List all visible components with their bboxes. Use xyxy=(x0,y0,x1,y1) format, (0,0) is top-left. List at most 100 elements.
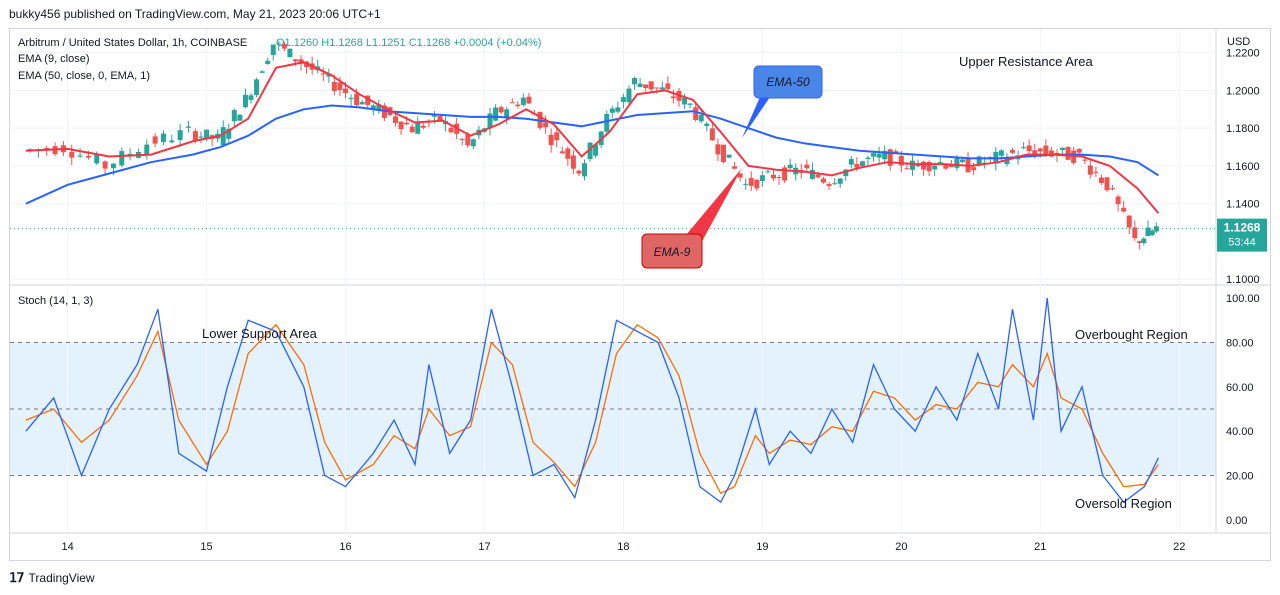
stoch-tick-label: 0.00 xyxy=(1226,515,1247,527)
footer[interactable]: 𝟣𝟩 TradingView xyxy=(9,570,95,586)
candle-body xyxy=(720,144,726,163)
candle-body xyxy=(1048,150,1054,157)
candle-body xyxy=(1145,227,1151,237)
ema9-line xyxy=(25,61,1160,214)
price-tick-label: 1.1000 xyxy=(1226,274,1260,286)
candle-body xyxy=(204,129,210,139)
candle-body xyxy=(804,164,810,169)
time-axis-ticks[interactable]: 14 15 16 17 18 19 20 21 22 xyxy=(61,541,1185,553)
candle-body xyxy=(409,126,415,133)
candle-body xyxy=(782,167,788,181)
candle-body xyxy=(765,171,771,173)
legend-stoch: Stoch (14, 1, 3) xyxy=(18,295,93,307)
candle-body xyxy=(331,81,337,92)
stoch-tick-label: 20.00 xyxy=(1226,471,1254,483)
candle-body xyxy=(787,164,793,169)
candle-body xyxy=(504,109,510,117)
candle-body xyxy=(265,60,271,65)
candle-body xyxy=(693,107,699,121)
candle-body xyxy=(915,164,921,167)
candle-body xyxy=(1121,207,1127,212)
candle-body xyxy=(743,183,749,185)
candle-body xyxy=(871,153,877,157)
price-tick-label: 1.2200 xyxy=(1226,48,1260,60)
candle-body xyxy=(276,43,282,45)
candle-body xyxy=(102,161,108,169)
price-tick-label: 1.1400 xyxy=(1226,199,1260,211)
candle-body xyxy=(415,122,421,134)
candle-body xyxy=(1010,149,1016,153)
tradingview-logo-icon: 𝟣𝟩 xyxy=(9,570,25,585)
stoch-band-lines xyxy=(10,341,1216,477)
candle-body xyxy=(520,97,526,105)
candle-body xyxy=(1065,147,1071,160)
candle-body xyxy=(1132,227,1138,239)
candle-body xyxy=(1137,241,1143,244)
candle-body xyxy=(281,43,287,49)
candle-body xyxy=(69,151,75,158)
legend-ema9: EMA (9, close) xyxy=(18,53,90,65)
candle-body xyxy=(943,165,949,169)
price-tick-label: 1.1800 xyxy=(1226,123,1260,135)
candle-body xyxy=(909,160,915,170)
candle-body xyxy=(1032,150,1038,157)
candle-body xyxy=(826,184,832,187)
candle-body xyxy=(959,159,965,163)
candle-body xyxy=(498,107,504,113)
candle-body xyxy=(837,178,843,184)
candle-body xyxy=(998,150,1004,156)
candle-body xyxy=(832,183,838,185)
candle-body xyxy=(110,163,116,169)
stoch-tick-label: 40.00 xyxy=(1226,426,1254,438)
candle-body xyxy=(854,163,860,168)
candle-body xyxy=(604,113,610,132)
stoch-axis-ticks[interactable]: 100.00 80.00 60.00 40.00 20.00 0.00 xyxy=(1226,293,1260,527)
candle-body xyxy=(704,123,710,127)
candle-body xyxy=(1093,171,1099,173)
candle-body xyxy=(748,178,754,186)
candle-body xyxy=(709,128,715,141)
candle-body xyxy=(776,177,782,179)
upper-resistance-label: Upper Resistance Area xyxy=(959,54,1093,69)
candle-body xyxy=(1141,238,1147,244)
candle-body xyxy=(937,161,943,163)
candle-body xyxy=(715,144,721,155)
candle-body xyxy=(393,116,399,123)
candle-body xyxy=(626,88,632,103)
legend-symbol: Arbitrum / United States Dollar, 1h, COI… xyxy=(18,37,247,49)
candle-body xyxy=(365,95,371,105)
candle-body xyxy=(220,127,226,146)
candle-body xyxy=(1037,148,1043,152)
candle-body xyxy=(1087,165,1093,175)
candle-body xyxy=(94,154,100,164)
candle-body xyxy=(726,154,732,158)
candle-body xyxy=(593,144,599,156)
candle-body xyxy=(926,161,932,172)
ema50-callout[interactable]: EMA-50 xyxy=(742,65,823,138)
ema50-callout-label: EMA-50 xyxy=(766,75,810,89)
candle-body xyxy=(548,134,554,146)
candle-body xyxy=(448,127,454,133)
candle-body xyxy=(85,155,91,158)
candle-body xyxy=(648,81,654,90)
candle-body xyxy=(698,114,704,122)
price-tick-label: 1.1600 xyxy=(1226,161,1260,173)
ema50-line xyxy=(25,104,1159,205)
stoch-k-line xyxy=(25,298,1159,504)
candle-body xyxy=(270,44,276,55)
time-tick-label: 20 xyxy=(895,541,907,553)
price-axis-ticks[interactable]: 1.2200 1.2000 1.1800 1.1600 1.1400 1.1000 xyxy=(1226,48,1260,287)
candle-body xyxy=(465,134,471,146)
candle-body xyxy=(515,104,521,107)
currency-label: USD xyxy=(1227,36,1250,48)
candle-body xyxy=(144,144,150,155)
time-tick-label: 18 xyxy=(617,541,629,553)
candle-body xyxy=(821,178,827,183)
candle-body xyxy=(320,73,326,75)
candle-body xyxy=(932,165,938,170)
candle-body xyxy=(493,107,499,121)
last-price-value: 1.1268 xyxy=(1224,221,1261,235)
candle-body xyxy=(976,156,982,166)
ema9-callout[interactable]: EMA-9 xyxy=(641,168,742,269)
